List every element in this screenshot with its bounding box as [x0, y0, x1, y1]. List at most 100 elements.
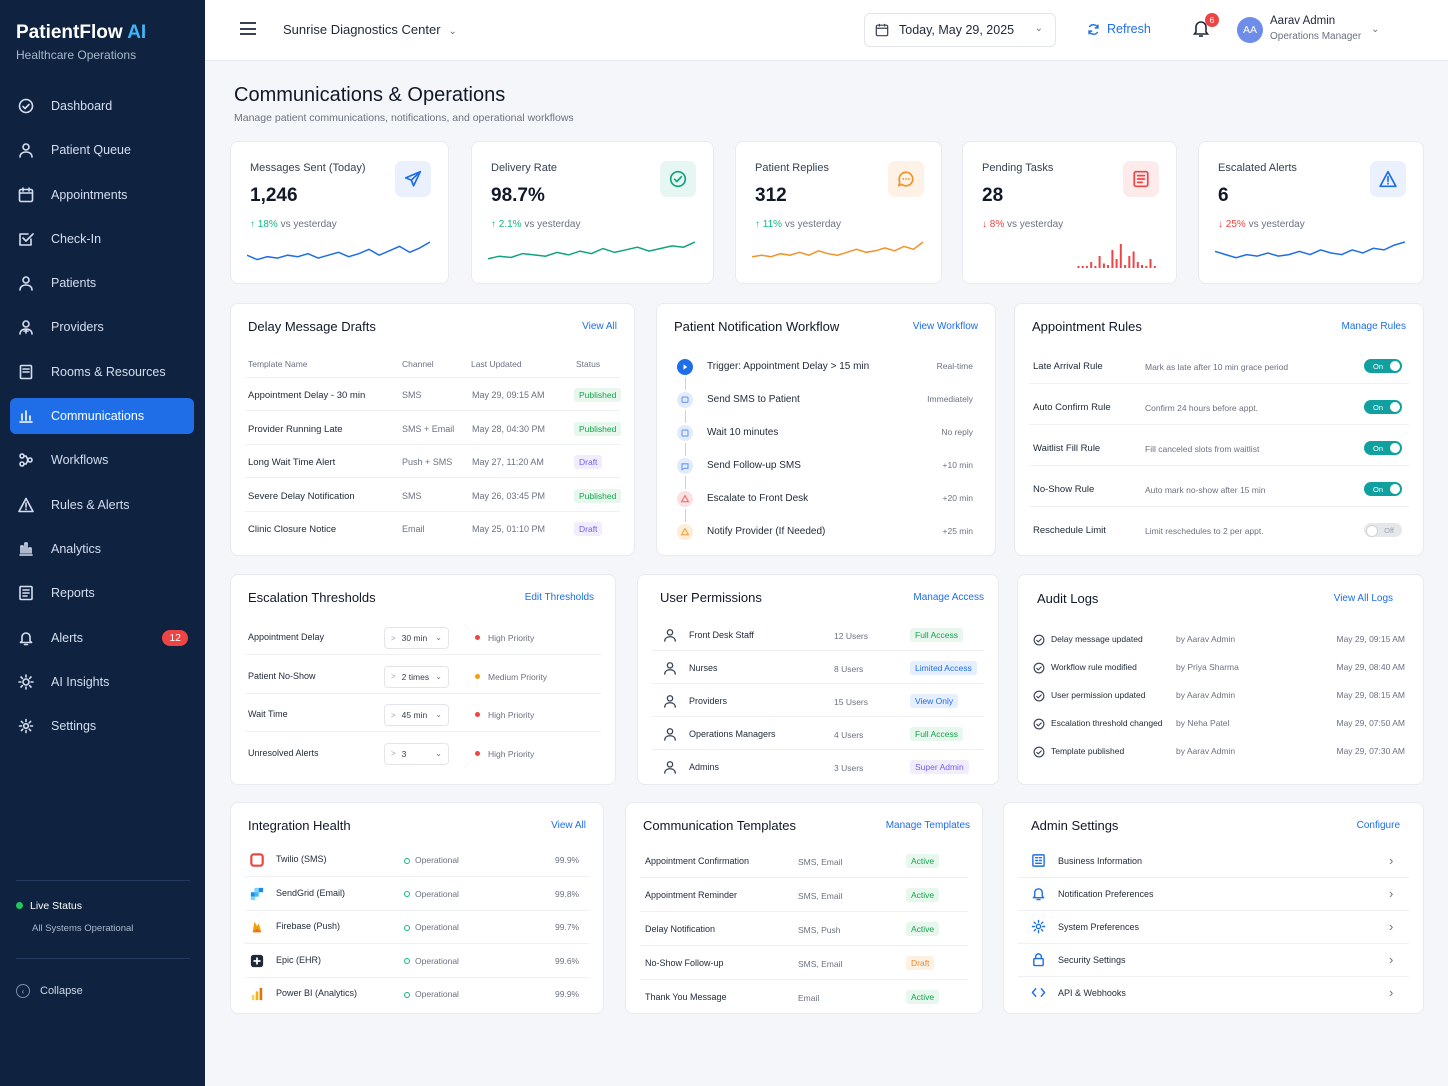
workflow-step-timing: +10 min [942, 460, 973, 470]
date-picker[interactable]: Today, May 29, 2025 ⌄ [864, 13, 1056, 47]
user-menu[interactable]: Aarav Admin Operations Manager [1270, 15, 1361, 42]
channel: SMS [402, 390, 422, 400]
rule-description: Limit reschedules to 2 per appt. [1145, 526, 1264, 536]
channel: Push + SMS [402, 457, 453, 467]
divider [1018, 943, 1409, 944]
sidebar-item-label: Providers [51, 320, 104, 335]
kpi-card[interactable]: Messages Sent (Today) 1,246 ↑ 18% vs yeste… [230, 141, 449, 284]
kpi-label: Messages Sent (Today) [250, 162, 366, 174]
threshold-select[interactable]: >3 ⌄ [384, 742, 449, 765]
rule-toggle[interactable]: On [1364, 359, 1402, 373]
calendar-icon [875, 23, 889, 37]
integration-uptime: 99.9% [555, 989, 580, 999]
rule-toggle[interactable]: On [1364, 482, 1402, 496]
status-badge: Published [574, 421, 622, 436]
kpi-card[interactable]: Delivery Rate 98.7% ↑ 2.1% vs yesterday [471, 141, 714, 284]
priority-label: High Priority [488, 633, 535, 643]
sidebar-item-label: Check-In [51, 231, 102, 246]
integration-status: Operational [404, 989, 459, 999]
workflow-step-icon [677, 491, 693, 507]
sidebar-item-label: Appointments [51, 187, 128, 202]
sidebar-item-communications[interactable]: Communications [10, 398, 194, 435]
sidebar-item-reports[interactable]: Reports [10, 575, 194, 611]
kpi-change-caption: vs yesterday [1007, 219, 1064, 230]
chevron-down-icon: ⌄ [435, 671, 442, 681]
kpi-change: ↑ 2.1% vs yesterday [491, 219, 581, 230]
manage-access-link[interactable]: Manage Access [913, 592, 984, 603]
sidebar-item-patient-queue[interactable]: Patient Queue [10, 132, 194, 168]
kpi-change-value: 25% [1225, 219, 1246, 230]
sparkline-bar [1107, 265, 1110, 268]
view-all-link[interactable]: View All [582, 321, 617, 332]
chevron-right-icon: › [1389, 886, 1394, 901]
status-badge: Active [906, 990, 940, 1004]
integration-name: Firebase (Push) [276, 921, 341, 931]
view-workflow-link[interactable]: View Workflow [912, 321, 978, 332]
threshold-select[interactable]: >45 min ⌄ [384, 704, 449, 726]
connector [685, 509, 686, 522]
threshold-select[interactable]: >2 times ⌄ [384, 665, 449, 688]
alert-icon [1370, 161, 1406, 197]
status-dot [404, 958, 410, 965]
sidebar-item-settings[interactable]: Settings [10, 708, 194, 744]
chevron-down-icon[interactable]: ⌄ [1371, 24, 1380, 35]
threshold-select[interactable]: >30 min ⌄ [384, 627, 449, 649]
last-updated: May 25, 01:10 PM [472, 524, 546, 534]
sidebar-item-appointments[interactable]: Appointments [10, 177, 194, 213]
sidebar-item-workflows[interactable]: Workflows [10, 442, 194, 478]
brand-name: PatientFlow [16, 22, 123, 43]
sidebar-item-analytics[interactable]: Analytics [10, 531, 194, 567]
sidebar-item-check-in[interactable]: Check-In [10, 221, 194, 257]
connector [685, 377, 686, 390]
sidebar-item-rooms-resources[interactable]: Rooms & Resources [10, 354, 194, 390]
edit-thresholds-link[interactable]: Edit Thresholds [524, 592, 594, 603]
sidebar-item-label: Analytics [51, 541, 102, 556]
status-dot [404, 991, 410, 998]
rule-description: Fill canceled slots from waitlist [1145, 444, 1260, 454]
panel-title: Communication Templates [643, 818, 796, 833]
admin-setting-label: System Preferences [1058, 922, 1140, 932]
configure-link[interactable]: Configure [1356, 820, 1400, 831]
user-role: Operations Manager [1270, 31, 1362, 42]
powerbi-logo-icon [250, 987, 264, 1006]
integration-status-label: Operational [415, 989, 459, 999]
refresh-button[interactable]: Refresh [1087, 22, 1151, 36]
panel-title: Escalation Thresholds [248, 590, 376, 605]
sidebar: PatientFlow AI Healthcare Operations Das… [0, 0, 205, 1086]
clinic-selector[interactable]: Sunrise Diagnostics Center ⌄ [283, 22, 457, 37]
checkbox-icon [18, 231, 34, 247]
rule-toggle[interactable]: On [1364, 400, 1402, 414]
notifications-button[interactable]: 6 [1191, 13, 1219, 40]
sparkline-bar [1153, 266, 1156, 268]
collapse-button[interactable]: ‹ Collapse [16, 984, 83, 998]
brand: PatientFlow AI Healthcare Operations [16, 22, 146, 62]
manage-templates-link[interactable]: Manage Templates [885, 820, 970, 831]
rule-toggle[interactable]: Off [1364, 523, 1402, 537]
kpi-card[interactable]: Patient Replies 312 ↑ 11% vs yesterday [735, 141, 942, 284]
refresh-label: Refresh [1107, 22, 1151, 36]
check-circle-icon [1033, 689, 1045, 707]
divider [245, 909, 589, 911]
sidebar-item-patients[interactable]: Patients [10, 265, 194, 301]
kpi-card[interactable]: Escalated Alerts 6 ↓ 25% vs yesterday [1198, 141, 1424, 284]
audit-user: by Aarav Admin [1176, 690, 1236, 700]
sidebar-item-ai-insights[interactable]: AI Insights [10, 664, 194, 700]
rule-toggle[interactable]: On [1364, 441, 1402, 455]
sidebar-item-alerts[interactable]: Alerts 12 [10, 620, 194, 656]
sparkline-bar [1077, 266, 1080, 268]
clinic-name: Sunrise Diagnostics Center [283, 22, 441, 37]
chevron-right-icon: › [1389, 853, 1394, 868]
rule-description: Confirm 24 hours before appt. [1145, 403, 1258, 413]
sparkline [752, 241, 923, 258]
audit-user: by Aarav Admin [1176, 746, 1236, 756]
sidebar-item-rules-alerts[interactable]: Rules & Alerts [10, 487, 194, 523]
status-dot [16, 902, 23, 909]
avatar[interactable]: AA [1237, 17, 1263, 43]
sidebar-item-dashboard[interactable]: Dashboard [10, 88, 194, 124]
sidebar-item-providers[interactable]: Providers [10, 309, 194, 345]
view-all-integrations-link[interactable]: View All [551, 820, 586, 831]
manage-rules-link[interactable]: Manage Rules [1341, 321, 1406, 332]
view-all-logs-link[interactable]: View All Logs [1333, 593, 1393, 604]
kpi-card[interactable]: Pending Tasks 28 ↓ 8% vs yesterday [962, 141, 1177, 284]
menu-icon[interactable] [240, 22, 256, 35]
